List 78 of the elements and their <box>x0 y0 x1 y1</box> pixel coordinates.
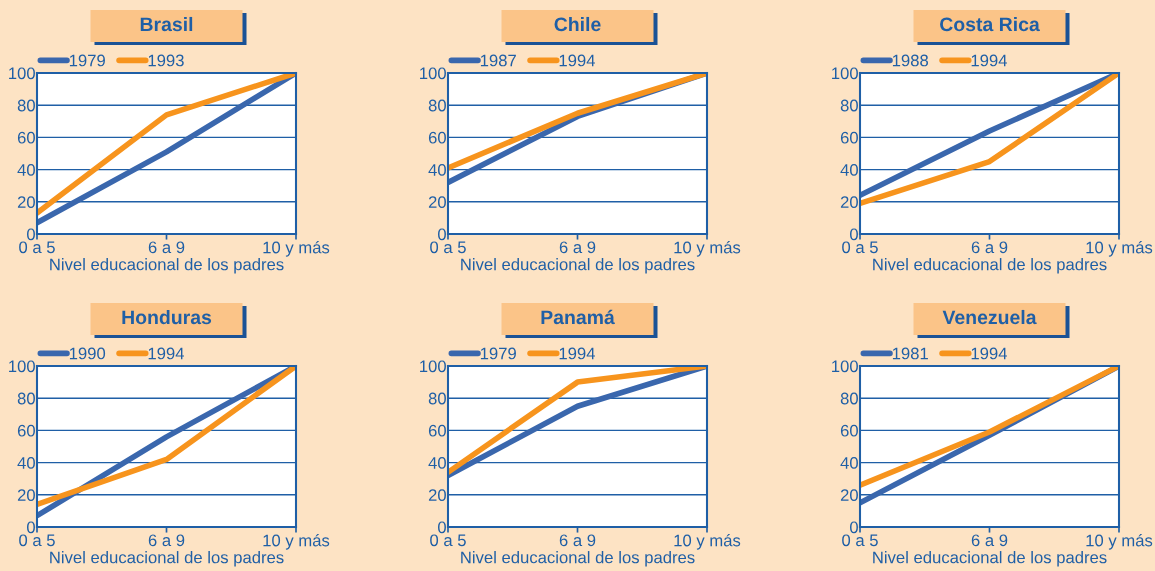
y-tick-label: 60 <box>428 131 446 144</box>
y-tick-label: 100 <box>832 67 858 80</box>
legend-label: 1990 <box>69 347 106 360</box>
y-tick-label: 20 <box>428 196 446 208</box>
x-axis-title: Nivel educacional de los padres <box>461 258 695 274</box>
y-tick-label: 80 <box>840 99 858 112</box>
y-tick-label: 0 <box>26 228 35 241</box>
y-tick-label: 100 <box>9 360 35 373</box>
y-tick-label: 80 <box>428 99 446 112</box>
y-tick-label: 0 <box>437 228 446 241</box>
y-tick-label: 20 <box>428 489 446 501</box>
y-tick-label: 20 <box>17 489 35 501</box>
x-tick-label: 0 a 5 <box>19 241 55 254</box>
x-tick-label: 10 y más <box>1086 240 1153 257</box>
y-tick-label: 40 <box>428 457 446 469</box>
y-tick-label: 100 <box>9 67 35 80</box>
chart-title: Honduras <box>122 309 212 325</box>
y-tick-label: 100 <box>420 67 446 80</box>
chart-title: Costa Rica <box>940 16 1040 32</box>
x-axis-title: Nivel educacional de los padres <box>873 551 1107 567</box>
x-axis-title: Nivel educacional de los padres <box>461 551 695 567</box>
y-tick-label: 20 <box>17 196 35 208</box>
y-tick-label: 20 <box>840 489 858 501</box>
chart-title: Brasil <box>140 16 193 32</box>
legend-label: 1981 <box>892 347 928 360</box>
y-tick-label: 20 <box>840 196 858 208</box>
chart-title: Chile <box>554 16 601 32</box>
chart-title: Panamá <box>541 309 615 325</box>
y-tick-label: 80 <box>428 392 446 405</box>
y-tick-label: 60 <box>840 131 858 144</box>
legend-label: 1994 <box>971 347 1007 360</box>
legend-label: 1979 <box>480 347 516 360</box>
y-tick-label: 80 <box>17 392 35 405</box>
x-tick-label: 10 y más <box>1086 533 1153 550</box>
x-tick-label: 0 a 5 <box>842 534 878 547</box>
legend-label: 1994 <box>971 54 1007 67</box>
x-tick-label: 10 y más <box>674 240 741 257</box>
legend-label: 1994 <box>559 347 595 360</box>
x-tick-label: 10 y más <box>674 533 741 550</box>
x-tick-label: 6 a 9 <box>559 241 596 254</box>
x-tick-label: 10 y más <box>263 240 330 257</box>
legend-label: 1994 <box>559 54 595 67</box>
y-tick-label: 0 <box>849 228 858 241</box>
legend-label: 1988 <box>892 54 929 67</box>
x-tick-label: 6 a 9 <box>971 241 1008 254</box>
y-tick-label: 40 <box>17 457 35 469</box>
chart-title: Venezuela <box>942 309 1037 325</box>
y-tick-label: 60 <box>428 424 446 437</box>
x-axis-title: Nivel educacional de los padres <box>873 258 1107 274</box>
x-tick-label: 6 a 9 <box>148 534 185 547</box>
y-tick-label: 40 <box>428 164 446 176</box>
legend-label: 1987 <box>480 54 516 67</box>
x-tick-label: 10 y más <box>263 533 330 550</box>
x-tick-label: 0 a 5 <box>430 534 466 547</box>
y-tick-label: 40 <box>17 164 35 176</box>
x-axis-title: Nivel educacional de los padres <box>50 551 284 567</box>
legend-label: 1994 <box>148 347 184 360</box>
x-axis-title: Nivel educacional de los padres <box>50 258 284 274</box>
legend-label: 1993 <box>148 54 184 67</box>
y-tick-label: 40 <box>840 164 858 176</box>
y-tick-label: 100 <box>832 360 858 373</box>
y-tick-label: 0 <box>437 521 446 534</box>
x-tick-label: 6 a 9 <box>559 534 596 547</box>
x-tick-label: 0 a 5 <box>430 241 466 254</box>
x-tick-label: 6 a 9 <box>971 534 1008 547</box>
y-tick-label: 60 <box>17 131 35 144</box>
x-tick-label: 0 a 5 <box>19 534 55 547</box>
x-tick-label: 6 a 9 <box>148 241 185 254</box>
y-tick-label: 0 <box>849 521 858 534</box>
y-tick-label: 0 <box>26 521 35 534</box>
y-tick-label: 60 <box>17 424 35 437</box>
y-tick-label: 100 <box>420 360 446 373</box>
y-tick-label: 60 <box>840 424 858 437</box>
y-tick-label: 80 <box>840 392 858 405</box>
y-tick-label: 40 <box>840 457 858 469</box>
legend-label: 1979 <box>69 54 105 67</box>
x-tick-label: 0 a 5 <box>842 241 878 254</box>
y-tick-label: 80 <box>17 99 35 112</box>
